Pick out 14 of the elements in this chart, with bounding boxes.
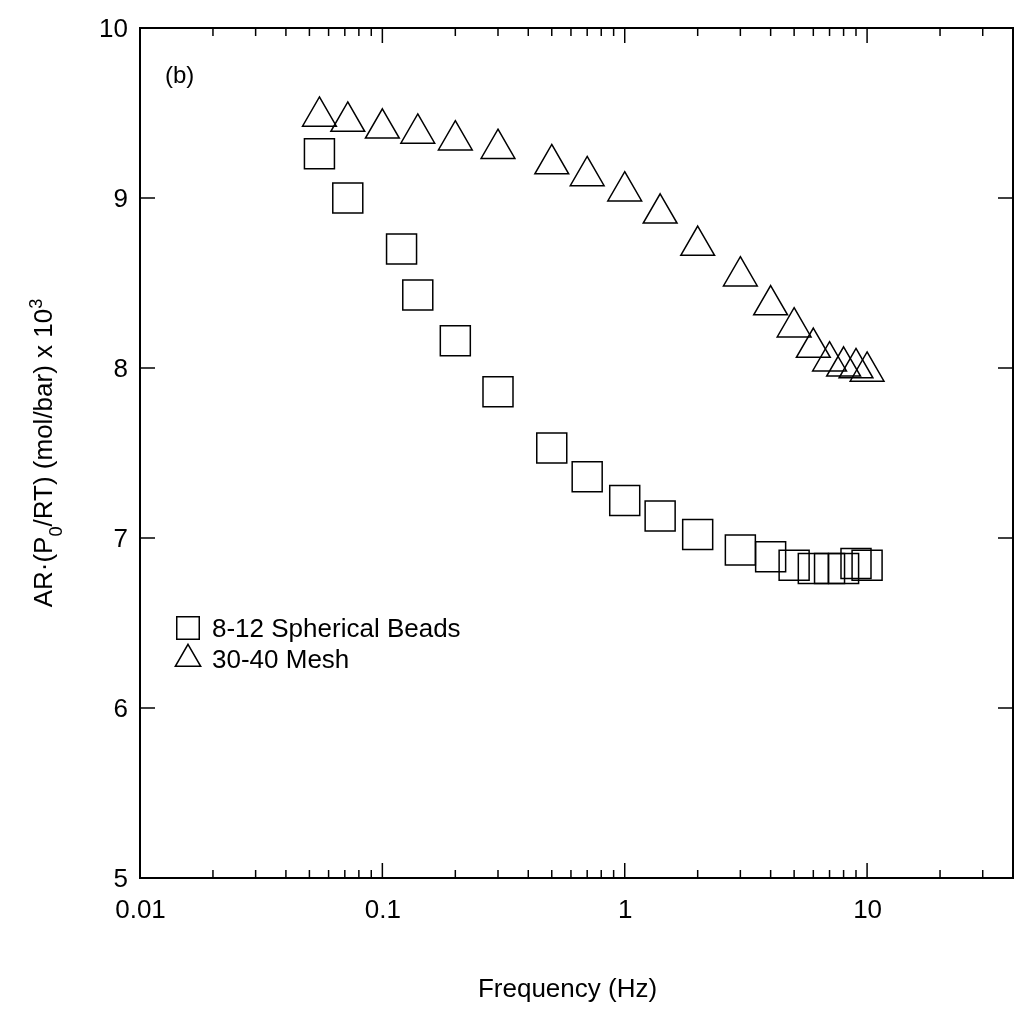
- y-tick-label: 9: [113, 182, 128, 213]
- legend-label: 8-12 Spherical Beads: [212, 613, 461, 643]
- y-tick-label: 10: [99, 12, 128, 43]
- x-tick-label: 10: [853, 894, 883, 925]
- x-tick-label: 0.01: [115, 894, 166, 925]
- x-axis-title: Frequency (Hz): [477, 973, 658, 1003]
- x-tick-label: 1: [617, 894, 633, 925]
- annotation: (b): [165, 61, 195, 88]
- legend-label: 30-40 Mesh: [212, 644, 350, 674]
- y-tick-label: 7: [113, 522, 128, 553]
- x-tick-label: 0.1: [364, 894, 401, 925]
- y-tick-label: 5: [113, 862, 128, 893]
- y-tick-label: 6: [113, 692, 128, 723]
- y-tick-label: 8: [113, 352, 128, 383]
